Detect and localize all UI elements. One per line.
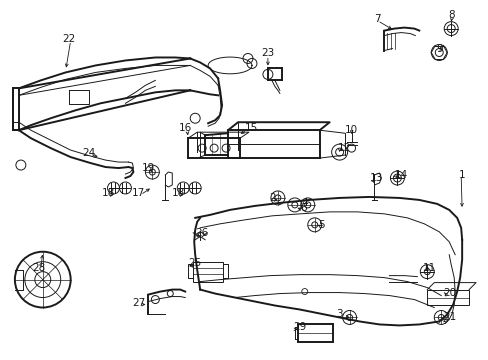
Text: 13: 13	[369, 173, 382, 183]
Text: 27: 27	[132, 297, 145, 307]
Text: 29: 29	[292, 323, 305, 332]
Text: 18: 18	[171, 188, 184, 198]
Text: 3: 3	[336, 310, 342, 319]
Text: 18: 18	[102, 188, 115, 198]
Text: 12: 12	[337, 143, 350, 153]
Text: 17: 17	[132, 188, 145, 198]
Text: 23: 23	[261, 49, 274, 58]
Text: 14: 14	[394, 170, 407, 180]
Text: 28: 28	[32, 263, 45, 273]
Text: 20: 20	[442, 288, 455, 298]
Bar	[297, 324, 332, 342]
Text: 24: 24	[82, 148, 95, 158]
Bar	[427, 289, 468, 305]
Text: 11: 11	[423, 263, 436, 273]
Text: 1: 1	[458, 170, 465, 180]
Text: 4: 4	[301, 198, 307, 208]
Text: 9: 9	[435, 44, 442, 54]
Bar	[193, 262, 223, 282]
Text: 19: 19	[142, 163, 155, 173]
Text: 5: 5	[317, 220, 324, 230]
Text: 22: 22	[62, 33, 75, 44]
Text: 10: 10	[345, 125, 357, 135]
Text: 6: 6	[299, 203, 306, 213]
Text: 26: 26	[195, 228, 208, 238]
Text: 21: 21	[442, 312, 455, 323]
Text: 25: 25	[188, 258, 201, 268]
Text: 15: 15	[244, 123, 258, 133]
Text: 7: 7	[373, 14, 380, 24]
Text: 16: 16	[178, 123, 191, 133]
Text: 8: 8	[447, 10, 453, 20]
Text: 2: 2	[269, 193, 276, 203]
